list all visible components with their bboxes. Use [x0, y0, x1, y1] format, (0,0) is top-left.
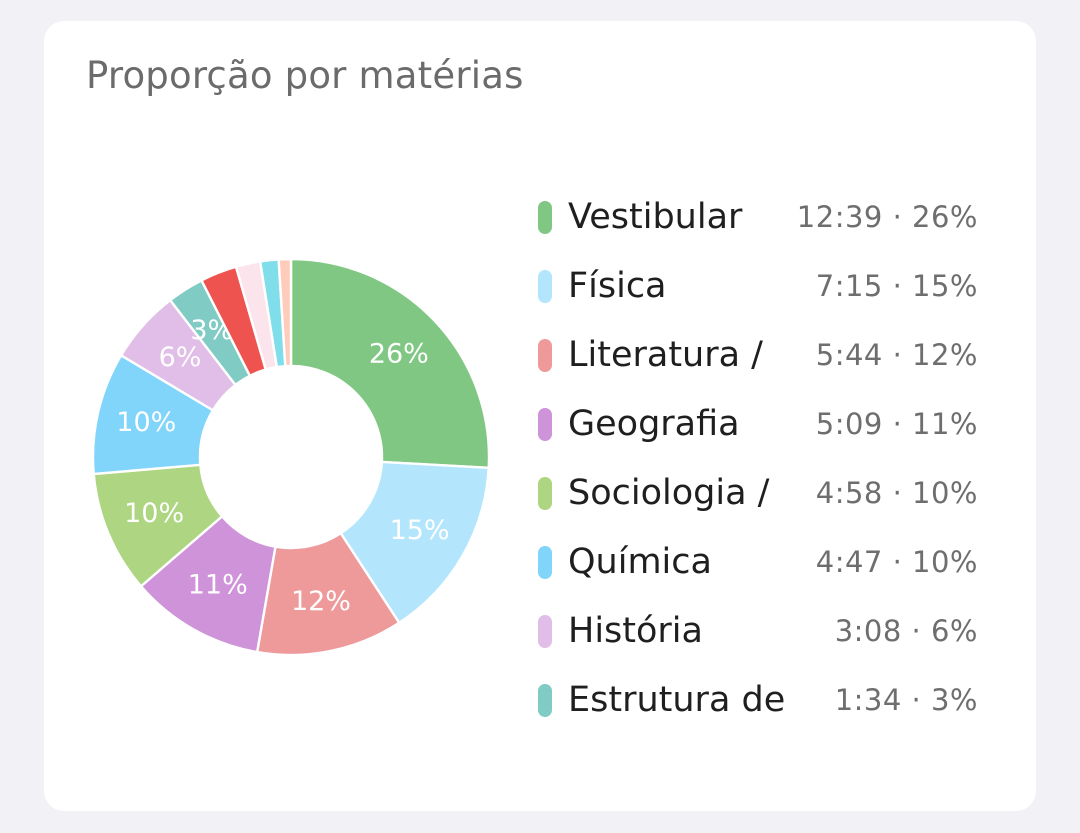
legend-label: Estrutura de: [568, 680, 786, 720]
legend-time: 3:08: [834, 614, 902, 648]
legend-item-literatura[interactable]: Literatura / 5:44 · 12%: [538, 321, 988, 390]
legend-separator: ·: [901, 614, 931, 648]
legend-item-sociologia[interactable]: Sociologia / 4:58 · 10%: [538, 459, 988, 528]
legend-separator: ·: [882, 338, 913, 372]
legend-percent: 10%: [912, 545, 978, 579]
legend-value: 4:58 · 10%: [816, 476, 978, 510]
legend-swatch: [538, 615, 552, 648]
legend-item-estrutura-de[interactable]: Estrutura de 1:34 · 3%: [538, 666, 988, 735]
legend-item-quimica[interactable]: Química 4:47 · 10%: [538, 528, 988, 597]
legend-separator: ·: [882, 269, 913, 303]
legend-item-fisica[interactable]: Física 7:15 · 15%: [538, 252, 988, 321]
pie-slice-vestibular[interactable]: [289, 257, 491, 470]
legend-label: Sociologia /: [568, 473, 770, 513]
legend-value: 5:44 · 12%: [816, 338, 978, 372]
legend-label: Geografia: [568, 404, 740, 444]
legend-time: 1:34: [834, 683, 902, 717]
pie-slice-fisica[interactable]: [339, 460, 490, 625]
legend-time: 5:09: [815, 407, 883, 441]
legend-time: 7:15: [815, 269, 883, 303]
legend-time: 5:44: [815, 338, 883, 372]
legend-swatch: [538, 477, 552, 510]
legend-time: 4:58: [815, 476, 883, 510]
legend-separator: ·: [882, 407, 913, 441]
legend-value: 1:34 · 3%: [835, 683, 978, 717]
legend-percent: 3%: [930, 683, 978, 717]
legend-swatch: [538, 201, 552, 234]
legend-percent: 26%: [912, 200, 978, 234]
legend-separator: ·: [882, 476, 913, 510]
legend-swatch: [538, 339, 552, 372]
legend-value: 7:15 · 15%: [816, 269, 978, 303]
legend-separator: ·: [901, 683, 931, 717]
legend-label: Literatura /: [568, 335, 763, 375]
legend-separator: ·: [882, 545, 913, 579]
legend-percent: 12%: [912, 338, 978, 372]
legend-label: Vestibular: [568, 197, 743, 237]
legend-item-historia[interactable]: História 3:08 · 6%: [538, 597, 988, 666]
legend-swatch: [538, 546, 552, 579]
legend-swatch: [538, 408, 552, 441]
legend-percent: 10%: [912, 476, 978, 510]
legend-separator: ·: [882, 200, 913, 234]
pie-slice-other-11[interactable]: [277, 257, 293, 368]
legend-time: 4:47: [815, 545, 883, 579]
legend-swatch: [538, 684, 552, 717]
legend-percent: 11%: [912, 407, 978, 441]
legend-swatch: [538, 270, 552, 303]
legend-value: 3:08 · 6%: [835, 614, 978, 648]
legend-item-vestibular[interactable]: Vestibular 12:39 · 26%: [538, 183, 988, 252]
legend-value: 5:09 · 11%: [816, 407, 978, 441]
legend-value: 4:47 · 10%: [816, 545, 978, 579]
legend-percent: 6%: [930, 614, 978, 648]
legend-time: 12:39: [796, 200, 883, 234]
legend-label: Química: [568, 542, 712, 582]
card-title: Proporção por matérias: [86, 54, 524, 97]
chart-legend: Vestibular 12:39 · 26% Física 7:15 · 15% Lit…: [538, 183, 988, 735]
legend-item-geografia[interactable]: Geografia 5:09 · 11%: [538, 390, 988, 459]
legend-label: História: [568, 611, 703, 651]
legend-label: Física: [568, 266, 667, 306]
legend-percent: 15%: [912, 269, 978, 303]
legend-value: 12:39 · 26%: [797, 200, 978, 234]
